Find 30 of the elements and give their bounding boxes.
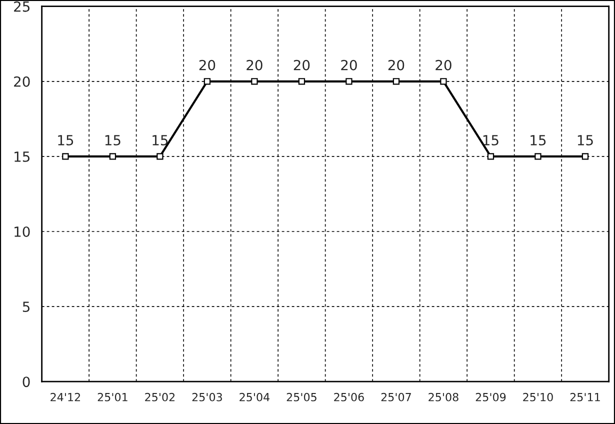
- x-tick-label: 25'10: [523, 392, 553, 402]
- data-label: 20: [341, 60, 357, 70]
- data-label: 20: [436, 60, 452, 70]
- data-label: 20: [199, 60, 216, 70]
- x-tick-label: 25'08: [428, 392, 458, 402]
- x-tick-label: 25'01: [98, 392, 128, 402]
- x-tick-label: 25'11: [570, 392, 600, 402]
- y-tick-label: 5: [22, 302, 30, 312]
- x-tick-label: 25'03: [192, 392, 222, 402]
- x-tick-label: 25'07: [381, 392, 411, 402]
- data-label: 15: [530, 135, 546, 146]
- x-tick-label: 25'05: [286, 392, 316, 402]
- y-tick-label: 0: [22, 376, 30, 388]
- x-tick-label: 25'02: [145, 392, 175, 402]
- data-label: 20: [388, 60, 404, 70]
- data-label: 20: [246, 60, 262, 70]
- y-tick-label: 15: [14, 152, 30, 162]
- y-tick-label: 10: [14, 226, 30, 237]
- x-tick-label: 24'12: [50, 392, 80, 402]
- data-label: 15: [483, 135, 498, 146]
- data-label: 15: [152, 135, 168, 146]
- x-tick-label: 25'06: [334, 392, 364, 402]
- y-tick-label: 25: [14, 1, 30, 12]
- data-label: 15: [105, 135, 120, 146]
- data-label: 15: [58, 135, 74, 146]
- y-tick-label: 20: [14, 76, 30, 87]
- data-label: 20: [294, 60, 310, 70]
- data-label: 15: [578, 135, 593, 146]
- x-tick-label: 25'09: [476, 392, 506, 402]
- x-tick-label: 25'04: [240, 392, 270, 402]
